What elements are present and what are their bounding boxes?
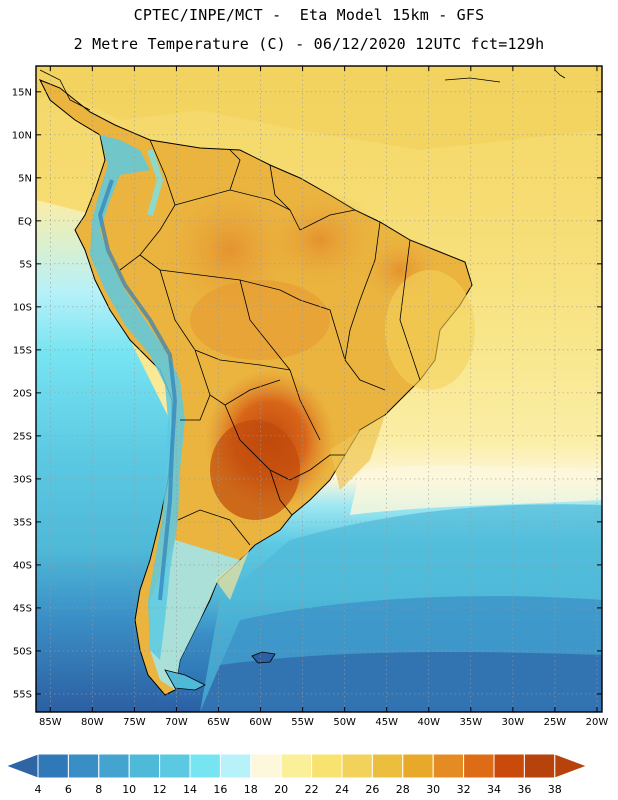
legend-label: 26 xyxy=(365,783,379,796)
falkland-islands xyxy=(251,651,276,664)
legend-label: 38 xyxy=(548,783,562,796)
latitude-labels: 15N 10N 5N EQ 5S 10S 15S 20S 25S 30S 35S 40S 45S 50S 5… xyxy=(12,87,32,700)
lon-label: 65W xyxy=(207,717,230,728)
legend-label: 14 xyxy=(183,783,197,796)
legend-swatch xyxy=(493,753,525,779)
legend-swatch xyxy=(37,753,69,779)
lon-label: 35W xyxy=(459,717,482,728)
lon-label: 85W xyxy=(39,717,62,728)
legend-swatch xyxy=(311,753,343,779)
legend-swatch xyxy=(98,753,130,779)
andes-cold-band xyxy=(90,135,185,660)
lat-label: 30S xyxy=(13,474,32,485)
lat-label: 10N xyxy=(12,130,32,141)
map-title-line-2: 2 Metre Temperature (C) - 06/12/2020 12U… xyxy=(73,35,545,53)
map-title-line-1: CPTEC/INPE/MCT - Eta Model 15km - GFS xyxy=(133,6,485,24)
longitude-labels: 85W 80W 75W 70W 65W 60W 55W 50W 45W 40W 35W 30W 25W 2… xyxy=(39,717,608,728)
legend-swatch xyxy=(371,753,404,779)
legend-label: 30 xyxy=(426,783,440,796)
map-frame xyxy=(35,65,603,713)
lat-label: 40S xyxy=(13,560,32,571)
legend-swatch xyxy=(67,753,100,779)
legend-label: 12 xyxy=(153,783,167,796)
legend-label: 34 xyxy=(487,783,501,796)
legend-label: 36 xyxy=(517,783,531,796)
legend-swatch xyxy=(128,753,161,779)
lon-label: 30W xyxy=(502,717,525,728)
legend-label: 6 xyxy=(65,783,72,796)
lat-label: 5N xyxy=(18,173,32,184)
legend-label: 24 xyxy=(335,783,349,796)
legend-swatch xyxy=(463,753,495,779)
legend-swatch xyxy=(189,753,221,779)
legend-swatch xyxy=(159,753,191,779)
lat-label: 10S xyxy=(13,302,32,313)
legend-label: 4 xyxy=(35,783,42,796)
lat-label: EQ xyxy=(18,216,32,227)
legend-label: 20 xyxy=(274,783,288,796)
color-legend: 4 6 8 10 12 14 16 18 20 22 24 26 28 30 32 34 36 38 xyxy=(4,753,589,796)
legend-label: 32 xyxy=(457,783,471,796)
legend-label: 10 xyxy=(122,783,136,796)
pacific-ocean-field xyxy=(36,200,175,712)
lat-label: 5S xyxy=(19,259,32,270)
legend-swatch xyxy=(402,753,434,779)
legend-swatch xyxy=(219,753,252,779)
lon-label: 45W xyxy=(375,717,398,728)
lon-label: 40W xyxy=(417,717,440,728)
lat-label: 50S xyxy=(13,646,32,657)
legend-swatch xyxy=(523,753,556,779)
lat-label: 45S xyxy=(13,603,32,614)
legend-swatch xyxy=(341,753,373,779)
legend-label: 8 xyxy=(95,783,102,796)
legend-label: 28 xyxy=(396,783,410,796)
legend-label: 22 xyxy=(305,783,319,796)
lon-label: 75W xyxy=(123,717,146,728)
lon-label: 50W xyxy=(333,717,356,728)
lat-label: 35S xyxy=(13,517,32,528)
legend-label: 18 xyxy=(244,783,258,796)
lon-label: 25W xyxy=(544,717,567,728)
lon-label: 20W xyxy=(586,717,609,728)
lat-label: 55S xyxy=(13,689,32,700)
legend-swatch xyxy=(280,753,313,779)
legend-label: 16 xyxy=(213,783,227,796)
legend-swatch xyxy=(250,753,282,779)
lat-label: 15N xyxy=(12,87,32,98)
lat-label: 25S xyxy=(13,431,32,442)
legend-arrow-low xyxy=(4,753,39,779)
legend-arrow-high xyxy=(554,753,589,779)
lat-label: 15S xyxy=(13,345,32,356)
lon-label: 55W xyxy=(291,717,314,728)
lon-label: 60W xyxy=(249,717,272,728)
lon-label: 70W xyxy=(165,717,188,728)
lon-label: 80W xyxy=(81,717,104,728)
country-borders xyxy=(119,139,421,546)
lat-label: 20S xyxy=(13,388,32,399)
legend-swatch xyxy=(432,753,465,779)
